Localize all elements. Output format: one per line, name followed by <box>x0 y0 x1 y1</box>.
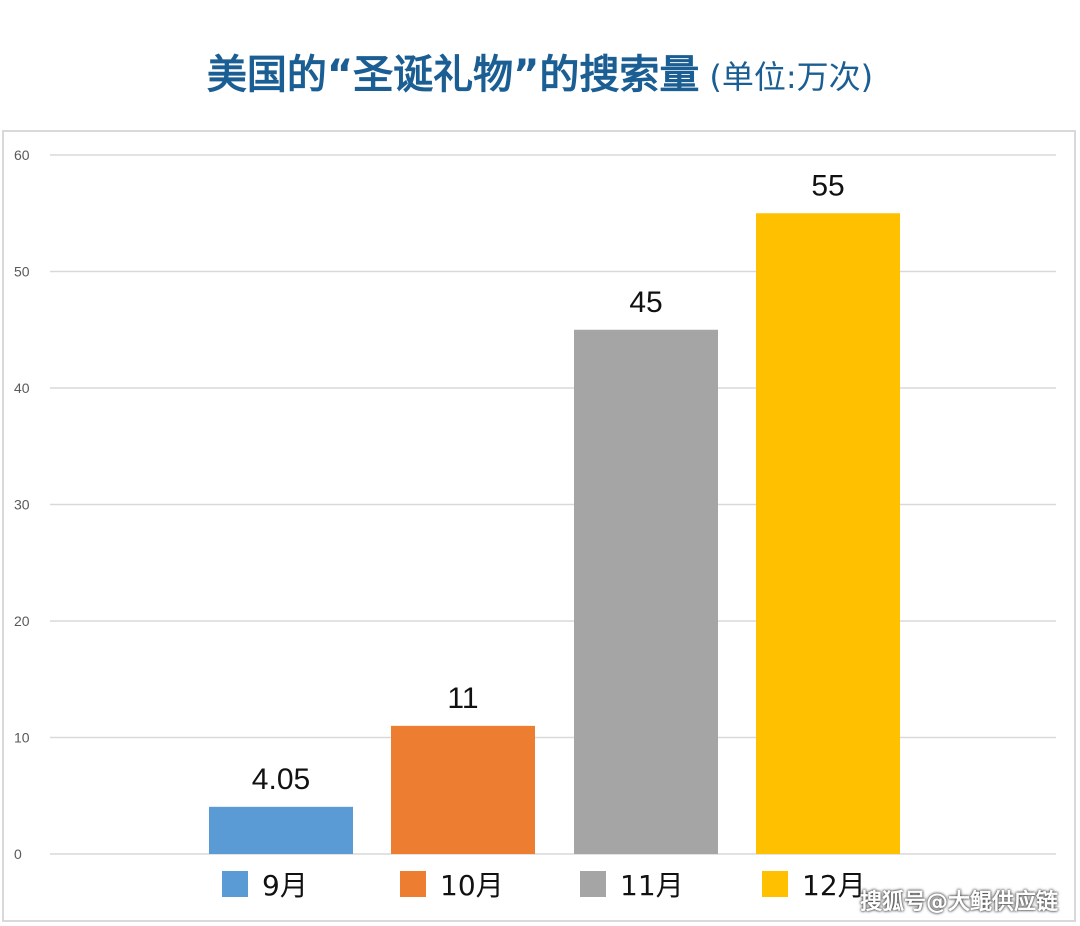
legend-label: 12月 <box>802 869 866 902</box>
data-label: 55 <box>811 169 844 202</box>
chart-unit: (单位:万次) <box>709 58 874 96</box>
bar <box>209 806 353 854</box>
legend-label: 11月 <box>620 869 684 902</box>
legend-swatch <box>580 871 606 897</box>
legend-swatch <box>762 871 788 897</box>
chart-title-area: 美国的“圣诞礼物”的搜索量 (单位:万次) <box>0 42 1080 100</box>
y-tick-label: 60 <box>14 147 30 163</box>
data-label: 11 <box>447 682 478 715</box>
y-tick-label: 40 <box>14 380 30 396</box>
bar <box>391 725 535 854</box>
chart-title: 美国的“圣诞礼物”的搜索量 <box>206 52 700 98</box>
chart-frame <box>2 130 1076 922</box>
y-tick-label: 50 <box>14 264 30 280</box>
legend-label: 10月 <box>440 869 504 902</box>
data-label: 45 <box>629 286 662 319</box>
legend-swatch <box>400 871 426 897</box>
y-tick-label: 10 <box>14 730 30 746</box>
watermark: 搜狐号@大鲲供应链 <box>859 890 1058 915</box>
y-tick-label: 30 <box>14 497 30 513</box>
y-tick-label: 0 <box>14 846 22 862</box>
data-label: 4.05 <box>252 763 310 796</box>
bar <box>756 213 900 854</box>
bar <box>574 329 718 854</box>
y-tick-label: 20 <box>14 613 30 629</box>
legend-label: 9月 <box>262 869 308 902</box>
legend-swatch <box>222 871 248 897</box>
